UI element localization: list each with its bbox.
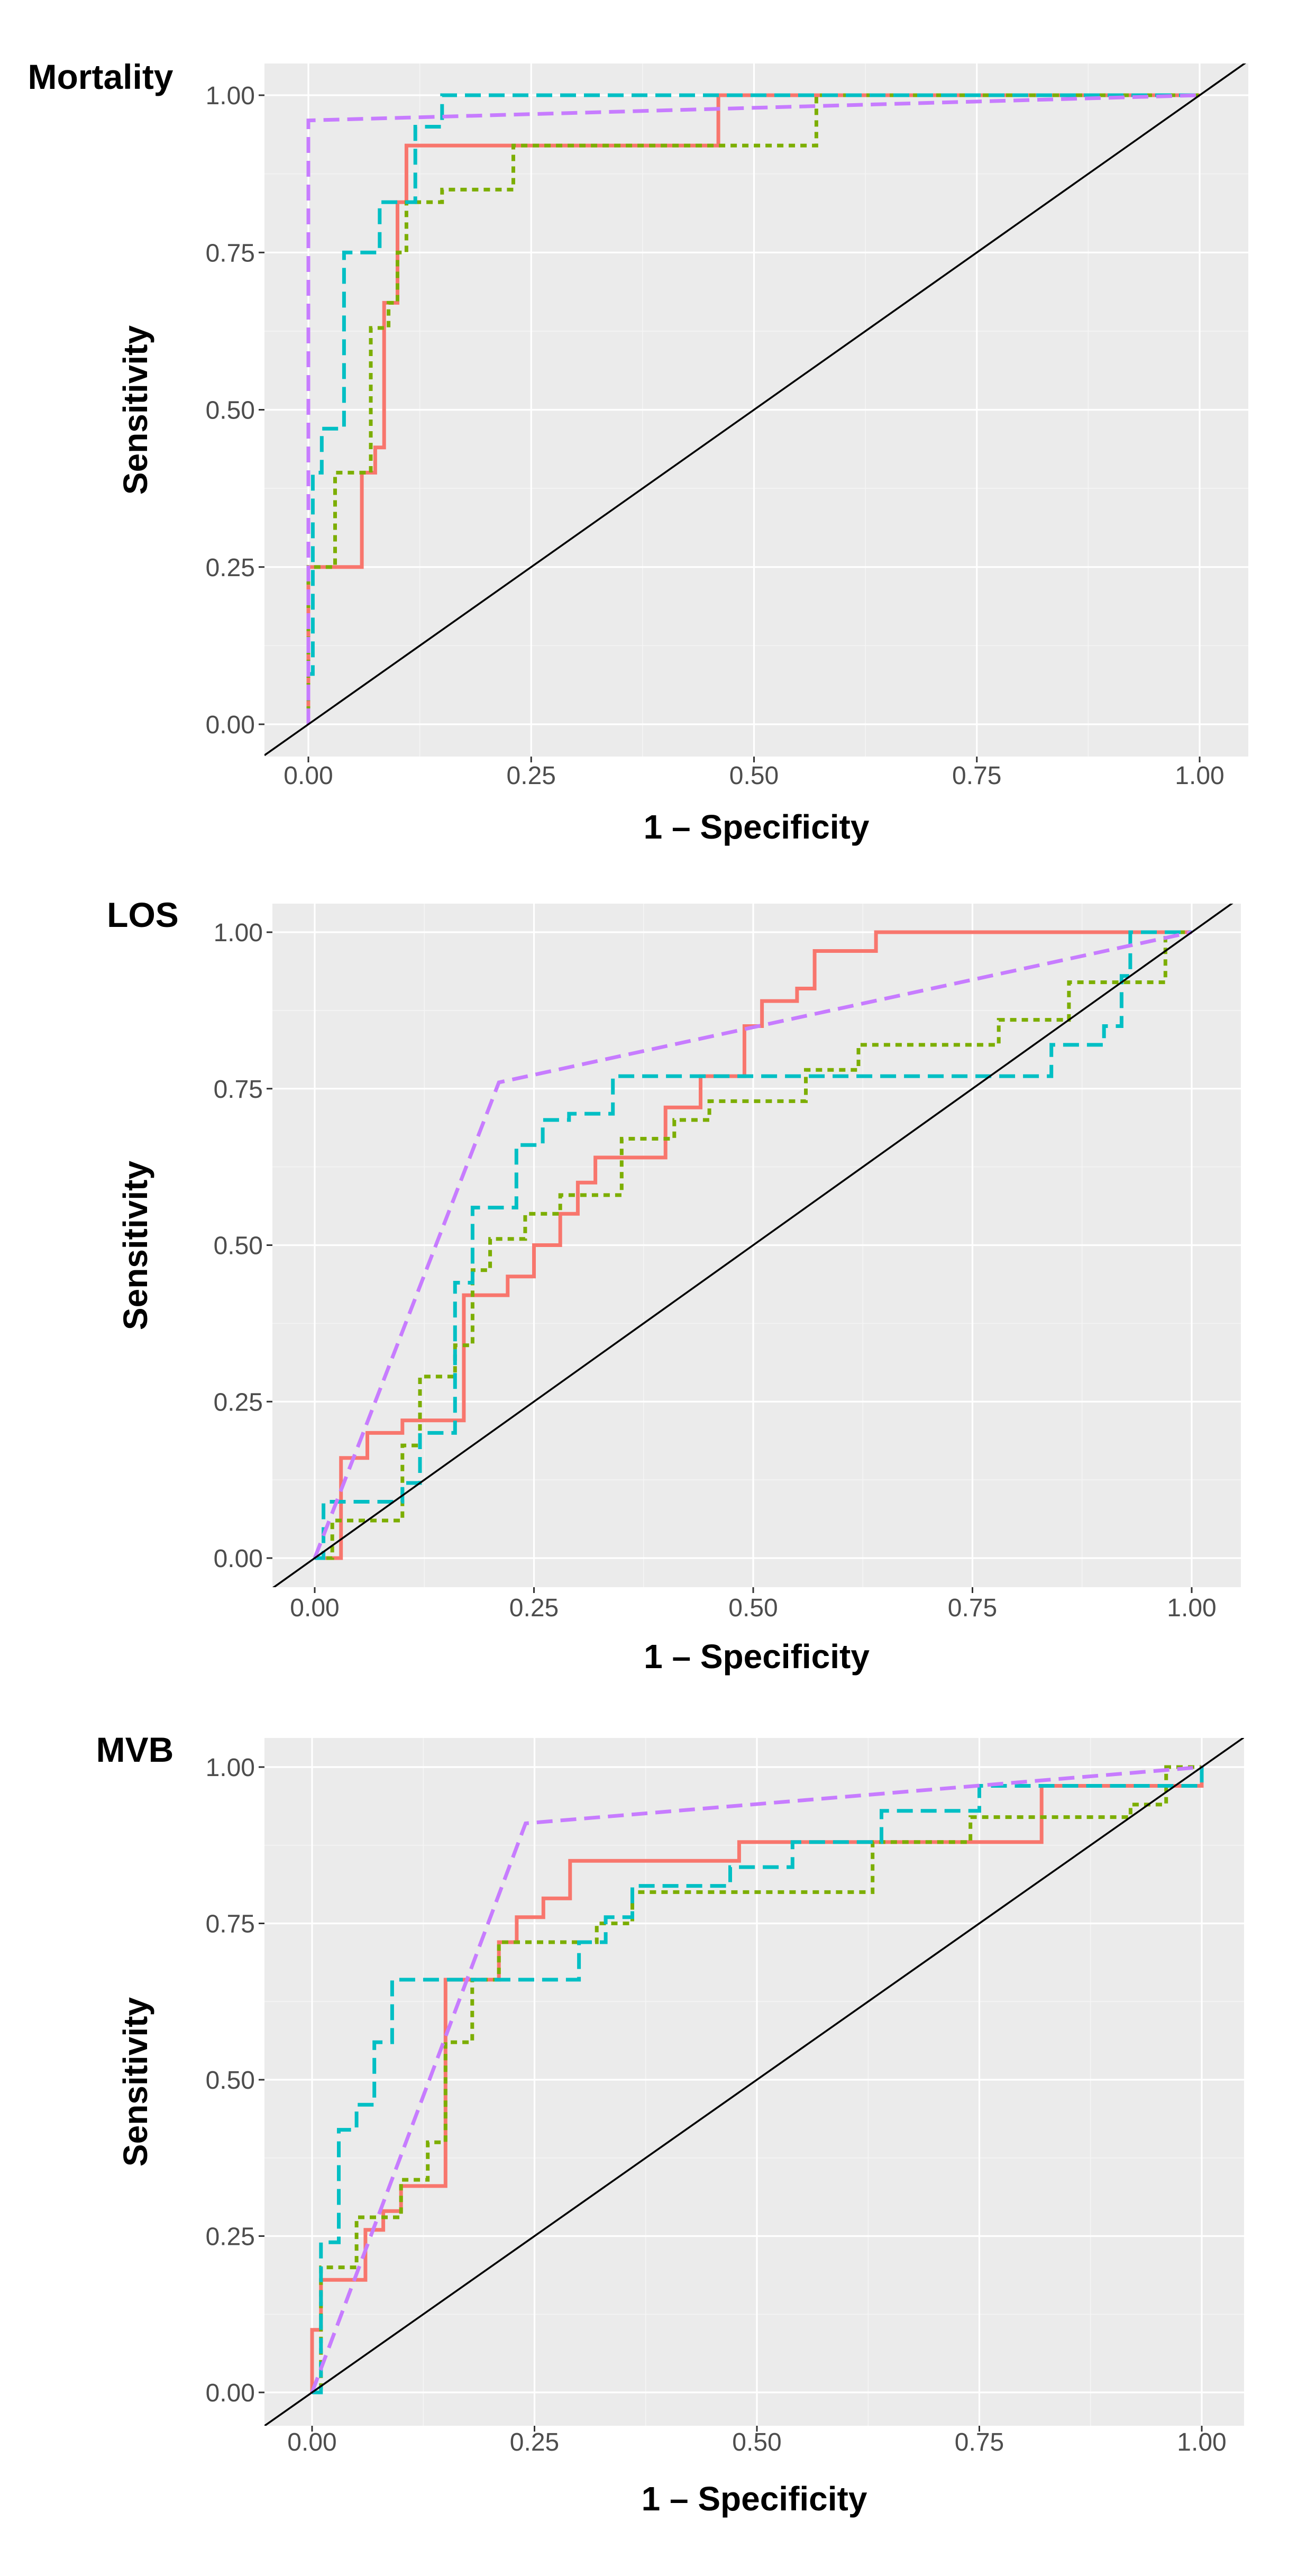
x-tick-label: 1.00	[1175, 762, 1224, 790]
roc-curve-green	[312, 1765, 1202, 2395]
y-axis-title: Sensitivity	[116, 1997, 154, 2167]
y-tick-label: 1.00	[206, 1754, 255, 1782]
y-tick-label: 0.00	[214, 1545, 263, 1573]
x-tick-label: 0.25	[509, 1594, 559, 1622]
roc-curve-purple	[306, 93, 1200, 724]
y-axis-title: Sensitivity	[116, 325, 154, 495]
x-tick-label: 0.25	[507, 762, 556, 790]
x-tick-label: 0.00	[290, 1594, 339, 1622]
roc-curve-purple	[310, 1765, 1202, 2393]
y-tick-label: 0.50	[206, 2067, 255, 2095]
x-axis-title: 1 – Specificity	[642, 2480, 867, 2518]
y-tick-label: 0.00	[206, 711, 255, 739]
y-tick-label: 1.00	[214, 919, 263, 947]
x-tick-label: 0.00	[287, 2428, 336, 2456]
panel-title: LOS	[107, 895, 179, 934]
reference-diagonal-line	[264, 63, 1247, 756]
y-tick-label: 0.75	[206, 1910, 255, 1938]
y-tick-label: 0.25	[206, 554, 255, 582]
x-tick-label: 0.75	[948, 1594, 997, 1622]
y-tick-label: 0.50	[206, 397, 255, 425]
roc-panel-mvb: 0.00 0.25 0.50 0.75 1.00 0.00 0.25 0.50 0.75 1.00…	[96, 1730, 1244, 2518]
roc-curve-cyan	[315, 930, 1192, 1560]
x-tick-label: 0.50	[732, 2428, 781, 2456]
panel-title: Mortality	[28, 57, 173, 96]
x-tick-label: 0.75	[955, 2428, 1004, 2456]
roc-panel-los: 0.00 0.25 0.50 0.75 1.00 0.00 0.25 0.50 0.75 1.00…	[107, 895, 1241, 1676]
panel-title: MVB	[96, 1730, 174, 1769]
y-tick-label: 1.00	[206, 82, 255, 110]
y-axis-title: Sensitivity	[116, 1161, 154, 1331]
y-tick-label: 0.75	[206, 239, 255, 267]
x-tick-label: 0.25	[510, 2428, 559, 2456]
x-tick-label: 1.00	[1167, 1594, 1216, 1622]
x-tick-label: 1.00	[1177, 2428, 1226, 2456]
roc-curve-red	[315, 930, 1192, 1560]
y-tick-label: 0.50	[214, 1232, 263, 1260]
roc-curve-green	[306, 93, 1200, 724]
y-tick-label: 0.25	[206, 2223, 255, 2251]
x-tick-label: 0.50	[728, 1594, 778, 1622]
x-axis-title: 1 – Specificity	[644, 808, 870, 846]
x-axis-title: 1 – Specificity	[644, 1637, 870, 1676]
y-tick-label: 0.25	[214, 1388, 263, 1416]
y-tick-label: 0.00	[206, 2379, 255, 2407]
reference-diagonal-line	[272, 904, 1233, 1587]
x-tick-label: 0.75	[952, 762, 1001, 790]
roc-curve-cyan	[312, 1767, 1204, 2395]
roc-curve-purple	[313, 930, 1192, 1559]
roc-panel-mortality: 0.00 0.25 0.50 0.75 1.00 0.00 0.25 0.50 0.75 1.00…	[28, 57, 1248, 846]
x-tick-label: 0.50	[729, 762, 779, 790]
roc-curve-cyan	[306, 93, 1200, 724]
y-tick-label: 0.75	[214, 1076, 263, 1104]
x-tick-label: 0.00	[284, 762, 333, 790]
reference-diagonal-line	[264, 1738, 1244, 2426]
